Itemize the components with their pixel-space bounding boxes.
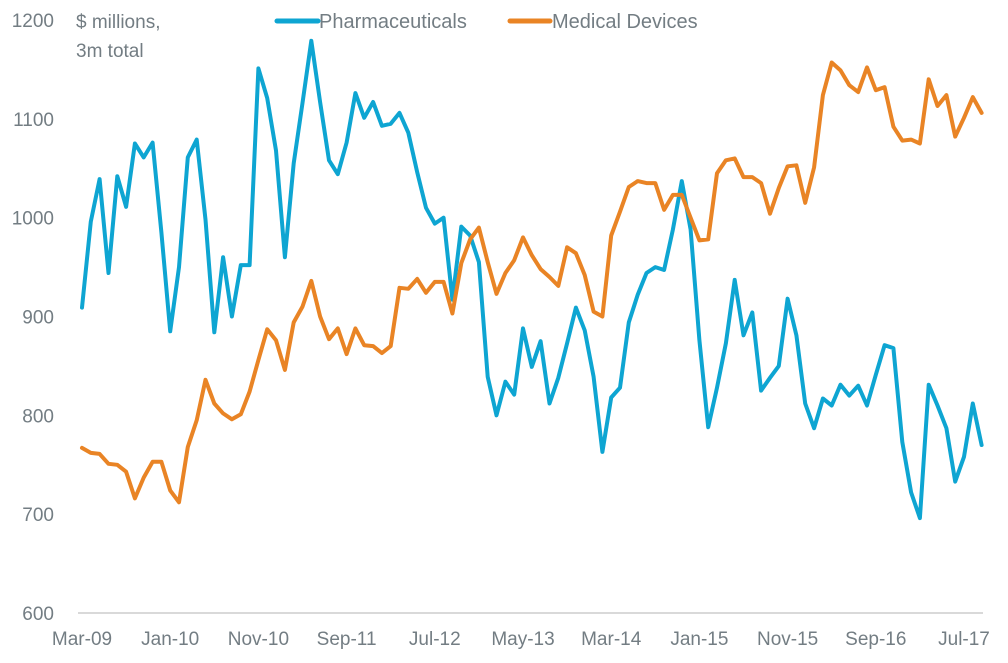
- x-tick-label: Jul-17: [938, 629, 990, 650]
- y-axis: 600 700 800 900 1000 1100 1200: [12, 11, 54, 625]
- x-tick-label: Nov-15: [757, 629, 818, 650]
- legend-label-medical-devices[interactable]: Medical Devices: [552, 11, 698, 33]
- y-tick-label: 700: [22, 505, 54, 526]
- y-tick-label: 1100: [13, 110, 54, 131]
- x-tick-label: Sep-11: [317, 629, 377, 650]
- x-tick-label: Jan-10: [141, 629, 199, 650]
- series-line-pharmaceuticals: [80, 38, 984, 521]
- legend: Pharmaceuticals Medical Devices: [274, 11, 698, 33]
- x-tick-label: Jul-12: [409, 629, 461, 650]
- x-tick-label: Jan-15: [670, 629, 728, 650]
- y-tick-label: 800: [22, 406, 54, 427]
- x-tick-label: Mar-14: [581, 629, 642, 650]
- unit-label-line-2: 3m total: [76, 41, 144, 62]
- x-tick-label: Mar-09: [52, 629, 112, 650]
- y-tick-label: 1200: [12, 11, 54, 32]
- unit-label-line-1: $ millions,: [76, 12, 160, 33]
- x-axis: Mar-09 Jan-10 Nov-10 Sep-11 Jul-12 May-13 Mar-…: [52, 629, 990, 650]
- y-tick-label: 900: [22, 308, 54, 329]
- y-tick-label: 1000: [12, 209, 54, 230]
- y-tick-label: 600: [22, 604, 54, 625]
- series-layer: [80, 38, 984, 521]
- legend-label-pharmaceuticals[interactable]: Pharmaceuticals: [319, 11, 467, 33]
- x-tick-label: Sep-16: [845, 629, 906, 650]
- x-tick-label: May-13: [491, 629, 554, 650]
- series-line-medical-devices: [80, 60, 984, 505]
- x-tick-label: Nov-10: [228, 629, 289, 650]
